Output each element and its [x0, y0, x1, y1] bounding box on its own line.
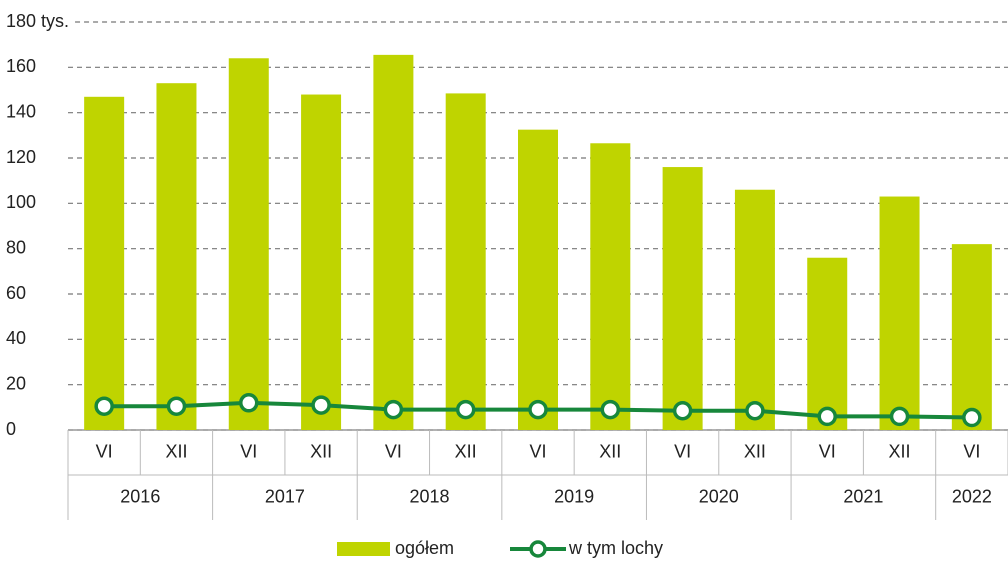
bar	[84, 96, 125, 431]
y-tick-label: 180 tys.	[6, 11, 69, 31]
legend-swatch	[337, 542, 390, 556]
x-group-label: 2018	[410, 486, 450, 506]
y-tick-label: 160	[6, 56, 36, 76]
bar	[662, 167, 703, 431]
legend-swatch	[529, 540, 547, 558]
x-tick-label: XII	[599, 441, 621, 461]
line-marker	[672, 400, 693, 421]
x-tick-label: XII	[310, 441, 332, 461]
y-tick-label: 100	[6, 192, 36, 212]
line-marker	[889, 406, 910, 427]
x-tick-label: XII	[165, 441, 187, 461]
x-tick-label: VI	[674, 441, 691, 461]
x-tick-label: XII	[744, 441, 766, 461]
x-group-label: 2016	[120, 486, 160, 506]
bar	[445, 93, 486, 431]
x-group-label: 2020	[699, 486, 739, 506]
x-tick-label: VI	[529, 441, 546, 461]
line-marker	[455, 399, 476, 420]
x-group-label: 2021	[843, 486, 883, 506]
line-marker	[94, 396, 114, 416]
line-marker	[383, 399, 404, 420]
x-group-label: 2022	[952, 486, 992, 506]
bar	[951, 244, 992, 430]
y-tick-label: 140	[6, 101, 36, 121]
line-marker	[962, 407, 982, 428]
bar	[301, 94, 342, 431]
x-tick-label: XII	[455, 441, 477, 461]
bar	[879, 196, 920, 430]
y-tick-label: 40	[6, 328, 26, 348]
x-tick-label: VI	[963, 441, 980, 461]
legend-label: w tym lochy	[568, 538, 663, 558]
line-marker	[528, 399, 548, 420]
x-tick-label: VI	[240, 441, 257, 461]
x-tick-label: XII	[889, 441, 911, 461]
legend-label: ogółem	[395, 538, 454, 558]
bar	[590, 143, 631, 430]
line-marker	[745, 400, 765, 421]
bar	[734, 189, 775, 430]
y-tick-label: 60	[6, 283, 26, 303]
y-tick-label: 120	[6, 147, 36, 167]
bar	[807, 257, 848, 430]
y-tick-label: 80	[6, 237, 26, 257]
line-marker	[817, 406, 837, 427]
x-group-label: 2017	[265, 486, 305, 506]
bar	[228, 58, 269, 431]
line-marker	[239, 393, 259, 413]
x-tick-label: VI	[385, 441, 402, 461]
y-tick-label: 20	[6, 373, 26, 393]
bar	[373, 54, 414, 430]
line-marker	[166, 396, 187, 416]
x-group-label: 2019	[554, 486, 594, 506]
x-tick-label: VI	[96, 441, 113, 461]
line-marker	[311, 395, 331, 415]
bar	[518, 129, 558, 430]
x-tick-label: VI	[819, 441, 836, 461]
y-tick-label: 0	[6, 419, 16, 439]
bar	[156, 83, 197, 430]
line-marker	[600, 399, 621, 420]
